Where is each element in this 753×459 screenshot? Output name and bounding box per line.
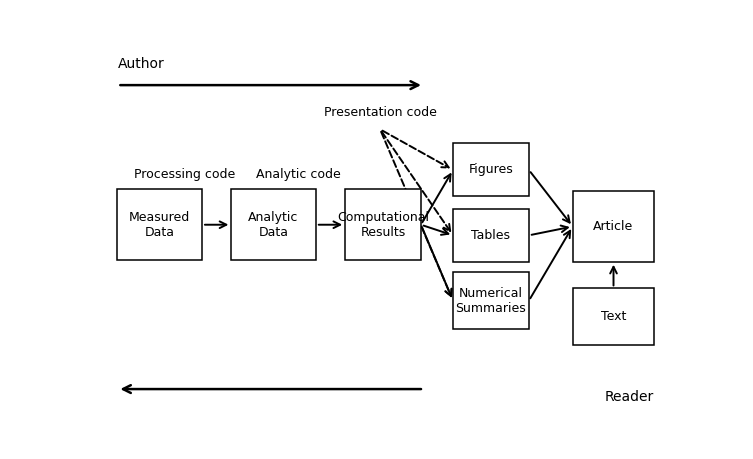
Text: Numerical
Summaries: Numerical Summaries [456, 287, 526, 315]
Text: Article: Article [593, 220, 633, 233]
FancyBboxPatch shape [231, 190, 316, 260]
Text: Figures: Figures [468, 163, 514, 176]
FancyBboxPatch shape [453, 143, 529, 196]
Text: Measured
Data: Measured Data [130, 211, 191, 239]
FancyBboxPatch shape [453, 209, 529, 262]
Text: Computational
Results: Computational Results [337, 211, 429, 239]
Text: Author: Author [117, 57, 164, 71]
Text: Tables: Tables [471, 229, 511, 242]
Text: Processing code: Processing code [134, 168, 235, 180]
FancyBboxPatch shape [345, 190, 421, 260]
FancyBboxPatch shape [573, 191, 654, 262]
Text: Analytic code: Analytic code [256, 168, 341, 180]
Text: Presentation code: Presentation code [324, 106, 437, 119]
Text: Reader: Reader [605, 390, 654, 404]
FancyBboxPatch shape [117, 190, 202, 260]
FancyBboxPatch shape [573, 288, 654, 345]
Text: Analytic
Data: Analytic Data [248, 211, 299, 239]
Text: Text: Text [601, 310, 626, 323]
FancyBboxPatch shape [453, 273, 529, 329]
